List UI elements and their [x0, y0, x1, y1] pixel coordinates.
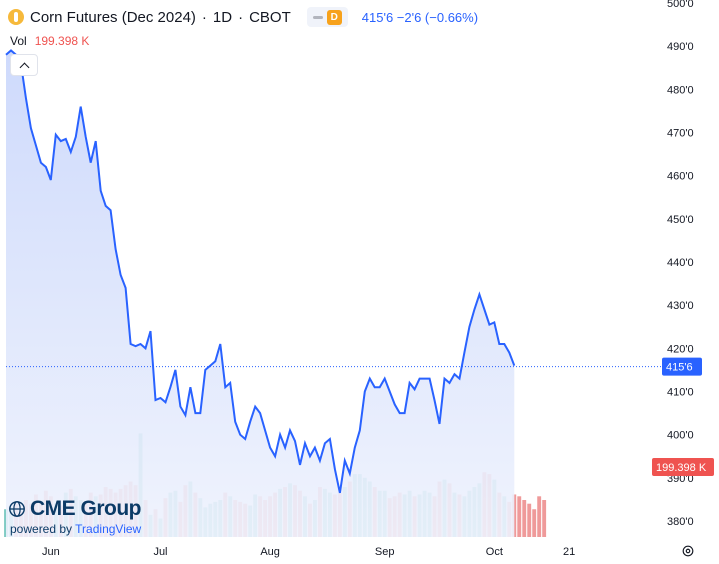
separator: · [201, 8, 207, 26]
powered-by: powered by TradingView [10, 522, 141, 536]
x-tick-label: Jul [153, 546, 167, 558]
volume-bar [517, 496, 522, 537]
y-tick-label: 400'0 [667, 430, 694, 442]
x-tick-label: 21 [563, 546, 575, 558]
x-tick-label: Aug [260, 546, 280, 558]
market-status-pill[interactable]: D [306, 7, 348, 27]
y-axis[interactable]: 500'0 490'0 480'0 470'0 460'0 450'0 440'0 430'0… [667, 0, 694, 528]
price-line [5, 49, 516, 494]
volume-bar [542, 500, 547, 537]
symbol-title[interactable]: Corn Futures (Dec 2024) [30, 8, 196, 26]
cme-group-logo: CME Group [8, 497, 142, 521]
price-area-fill [6, 50, 515, 537]
interval-label[interactable]: 1D [212, 8, 233, 26]
minus-icon [312, 15, 323, 19]
chevron-up-icon [19, 62, 29, 72]
y-tick-label: 410'0 [667, 387, 694, 399]
powered-prefix: powered by [10, 522, 73, 536]
price-change: 415'6 −2'6 (−0.66%) [361, 9, 479, 25]
collapse-legend-button[interactable] [10, 54, 38, 76]
y-tick-label: 440'0 [667, 257, 694, 269]
powered-name: TradingView [75, 522, 142, 536]
volume-bar [537, 496, 542, 537]
x-tick-label: Oct [486, 546, 503, 558]
y-tick-label: 470'0 [667, 128, 694, 140]
exchange-label: CBOT [249, 8, 291, 26]
last-volume-label: 199.398 K [652, 458, 714, 476]
volume-bar [527, 503, 532, 537]
volume-bar [532, 509, 537, 537]
gear-icon[interactable] [681, 544, 695, 558]
brand-name: CME Group [30, 497, 142, 520]
y-tick-label: 420'0 [667, 343, 694, 355]
y-tick-label: 380'0 [667, 516, 694, 528]
y-tick-label: 450'0 [667, 214, 694, 226]
volume-value: 199.398 K [34, 34, 90, 48]
separator: · [238, 8, 244, 26]
volume-legend: Vol 199.398 K [10, 34, 89, 48]
y-tick-label: 430'0 [667, 300, 694, 312]
delayed-badge: D [326, 9, 342, 25]
x-tick-label: Jun [42, 546, 60, 558]
volume-label: Vol [10, 34, 27, 48]
y-tick-label: 460'0 [667, 171, 694, 183]
brand-watermark[interactable]: CME Group powered by TradingView [8, 497, 142, 536]
x-axis[interactable]: Jun Jul Aug Sep Oct 21 [42, 546, 575, 558]
globe-icon [9, 501, 25, 517]
svg-text:199.398 K: 199.398 K [656, 462, 707, 474]
x-tick-label: Sep [375, 546, 395, 558]
volume-bar [522, 500, 527, 537]
y-tick-label: 490'0 [667, 41, 694, 53]
y-tick-label: 500'0 [667, 0, 694, 10]
svg-text:415'6: 415'6 [666, 362, 693, 374]
corn-logo-icon [8, 9, 24, 25]
chart-header: Corn Futures (Dec 2024) · 1D · CBOT D 41… [8, 6, 478, 28]
last-price-label: 415'6 [662, 357, 702, 376]
y-tick-label: 480'0 [667, 84, 694, 96]
